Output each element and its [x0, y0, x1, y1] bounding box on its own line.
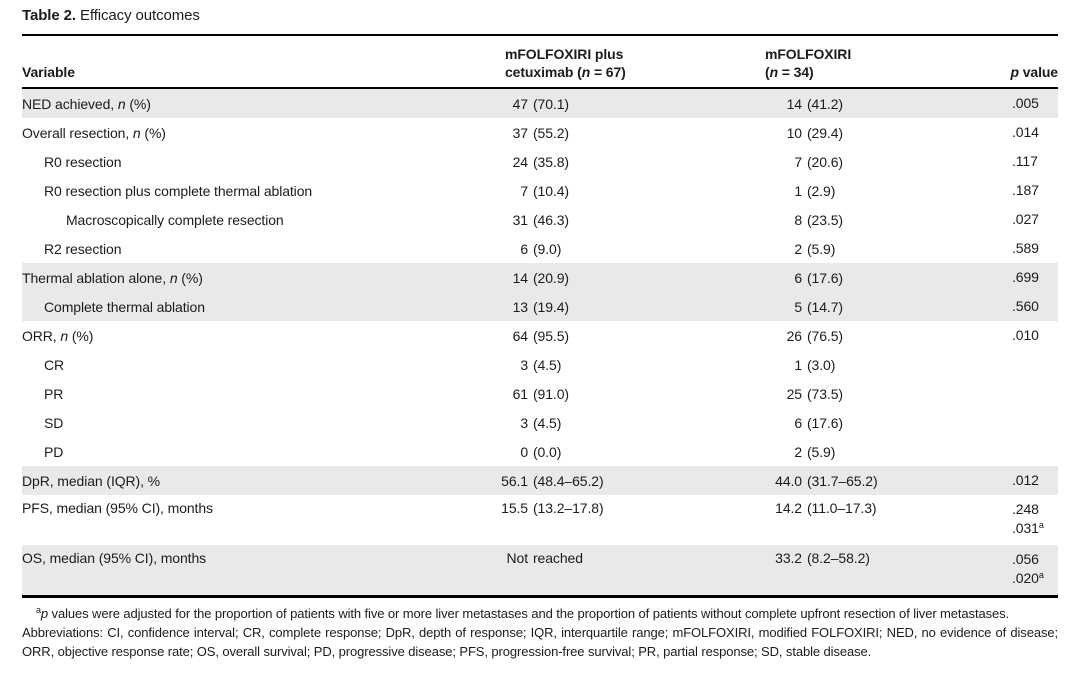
header-variable: Variable	[22, 64, 75, 80]
page: Table 2. Efficacy outcomes Variable mFOL…	[22, 7, 1058, 661]
table-body: NED achieved, n (%) 47 (70.1) 14 (41.2) .0…	[22, 89, 1058, 598]
cell-arm2: 14.2 (11.0–17.3)	[775, 500, 877, 516]
cell-arm2: 26 (76.5)	[786, 327, 843, 344]
cell-arm2: 1 (2.9)	[794, 182, 836, 199]
cell-pvalue: .248.031a	[1012, 501, 1044, 536]
row-label: R2 resection	[44, 240, 122, 257]
table-row: R2 resection 6 (9.0) 2 (5.9) .589	[22, 234, 1058, 263]
row-label: Complete thermal ablation	[44, 298, 205, 315]
cell-pvalue: .589	[1012, 240, 1039, 256]
cell-arm1: 47 (70.1)	[512, 95, 569, 112]
table-row: R0 resection plus complete thermal ablat…	[22, 176, 1058, 205]
table-row: Thermal ablation alone, n (%) 14 (20.9) 6…	[22, 263, 1058, 292]
footnote-abbreviations: Abbreviations: CI, confidence interval; …	[22, 625, 1058, 659]
table-row: PFS, median (95% CI), months 15.5 (13.2–1…	[22, 495, 1058, 545]
cell-arm1: Not reached	[506, 550, 584, 566]
cell-arm2: 8 (23.5)	[794, 211, 843, 228]
header-arm1-line2: cetuximab (n = 67)	[505, 64, 626, 80]
cell-arm2: 33.2 (8.2–58.2)	[775, 550, 870, 566]
cell-arm1: 15.5 (13.2–17.8)	[501, 500, 604, 516]
cell-arm1: 56.1 (48.4–65.2)	[501, 472, 604, 489]
cell-arm1: 14 (20.9)	[512, 269, 569, 286]
cell-arm2: 6 (17.6)	[794, 414, 843, 431]
efficacy-outcomes-table: Variable mFOLFOXIRI plus cetuximab (n = …	[22, 34, 1058, 598]
table-title-text: Efficacy outcomes	[75, 7, 200, 24]
row-label: PFS, median (95% CI), months	[22, 500, 213, 516]
footnote-a: ap values were adjusted for the proporti…	[36, 605, 1010, 622]
row-label: Overall resection, n (%)	[22, 124, 166, 141]
cell-arm1: 6 (9.0)	[520, 240, 562, 257]
header-arm2: mFOLFOXIRI (n = 34)	[765, 45, 990, 81]
table-row: SD 3 (4.5) 6 (17.6)	[22, 408, 1058, 437]
row-label: PR	[44, 385, 64, 402]
table-row: NED achieved, n (%) 47 (70.1) 14 (41.2) .0…	[22, 89, 1058, 118]
cell-pvalue: .117	[1012, 153, 1038, 169]
cell-arm2: 25 (73.5)	[786, 385, 843, 402]
cell-arm1: 24 (35.8)	[512, 153, 569, 170]
cell-arm2: 14 (41.2)	[786, 95, 843, 112]
cell-arm1: 64 (95.5)	[512, 327, 569, 344]
table-row: PR 61 (91.0) 25 (73.5)	[22, 379, 1058, 408]
cell-arm1: 13 (19.4)	[512, 298, 569, 315]
row-label: OS, median (95% CI), months	[22, 550, 207, 566]
cell-pvalue: .187	[1012, 182, 1039, 198]
cell-arm2: 6 (17.6)	[794, 269, 843, 286]
row-label: R0 resection plus complete thermal ablat…	[44, 182, 313, 199]
table-row: Macroscopically complete resection 31 (46…	[22, 205, 1058, 234]
cell-arm1: 31 (46.3)	[512, 211, 569, 228]
cell-arm1: 0 (0.0)	[520, 443, 562, 460]
cell-arm2: 7 (20.6)	[794, 153, 843, 170]
cell-pvalue: .056.020a	[1012, 551, 1044, 586]
cell-arm2: 5 (14.7)	[794, 298, 843, 315]
cell-pvalue: .010	[1012, 327, 1039, 343]
row-label: NED achieved, n (%)	[22, 95, 151, 112]
table-footnotes: ap values were adjusted for the proporti…	[22, 604, 1058, 661]
cell-pvalue: .560	[1012, 298, 1039, 314]
cell-arm2: 2 (5.9)	[794, 443, 836, 460]
cell-arm1: 61 (91.0)	[512, 385, 569, 402]
cell-arm1: 37 (55.2)	[512, 124, 569, 141]
header-arm2-line2: (n = 34)	[765, 64, 814, 80]
table-row: DpR, median (IQR), % 56.1 (48.4–65.2) 44.…	[22, 466, 1058, 495]
cell-arm2: 1 (3.0)	[794, 356, 836, 373]
table-row: ORR, n (%) 64 (95.5) 26 (76.5) .010	[22, 321, 1058, 350]
cell-arm1: 3 (4.5)	[520, 414, 562, 431]
cell-arm2: 44.0 (31.7–65.2)	[775, 472, 878, 489]
header-p-value: p value	[1010, 64, 1058, 80]
cell-pvalue: .027	[1012, 211, 1039, 227]
table-row: OS, median (95% CI), months Not reached 3…	[22, 545, 1058, 595]
table-row: CR 3 (4.5) 1 (3.0)	[22, 350, 1058, 379]
cell-arm1: 7 (10.4)	[520, 182, 569, 199]
row-label: PD	[44, 443, 64, 460]
table-row: Overall resection, n (%) 37 (55.2) 10 (29.…	[22, 118, 1058, 147]
table-title-label: Table 2.	[22, 7, 76, 24]
cell-pvalue: .699	[1012, 269, 1039, 285]
row-label: R0 resection	[44, 153, 122, 170]
table-title: Table 2. Efficacy outcomes	[22, 7, 1058, 24]
table-row: Complete thermal ablation 13 (19.4) 5 (14.…	[22, 292, 1058, 321]
table-row: R0 resection 24 (35.8) 7 (20.6) .117	[22, 147, 1058, 176]
cell-pvalue: .005	[1012, 95, 1039, 111]
row-label: CR	[44, 356, 65, 373]
header-arm1: mFOLFOXIRI plus cetuximab (n = 67)	[494, 45, 765, 81]
cell-arm1: 3 (4.5)	[520, 356, 562, 373]
row-label: Macroscopically complete resection	[66, 211, 284, 228]
row-label: Thermal ablation alone, n (%)	[22, 269, 203, 286]
cell-pvalue: .014	[1012, 124, 1039, 140]
cell-arm2: 10 (29.4)	[786, 124, 843, 141]
table-header-row: Variable mFOLFOXIRI plus cetuximab (n = …	[22, 34, 1058, 89]
cell-arm2: 2 (5.9)	[794, 240, 836, 257]
row-label: SD	[44, 414, 64, 431]
header-arm2-line1: mFOLFOXIRI	[765, 46, 852, 62]
row-label: DpR, median (IQR), %	[22, 472, 161, 489]
header-arm1-line1: mFOLFOXIRI plus	[505, 46, 624, 62]
row-label: ORR, n (%)	[22, 327, 94, 344]
table-row: PD 0 (0.0) 2 (5.9)	[22, 437, 1058, 466]
cell-pvalue: .012	[1012, 472, 1039, 488]
